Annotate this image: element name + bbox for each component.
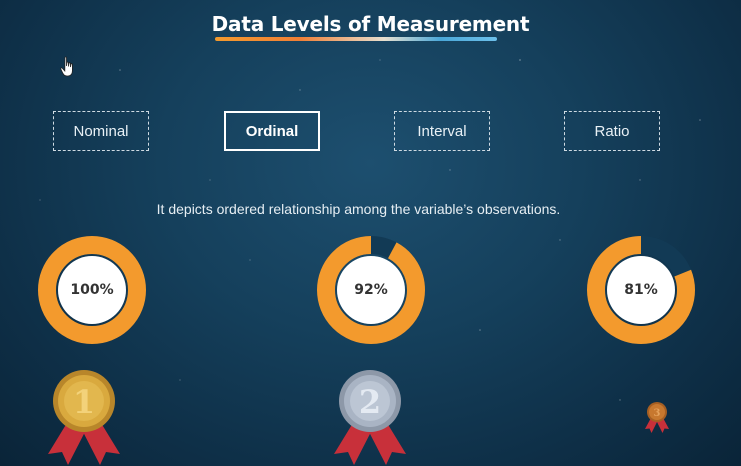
gauge-second: 92% — [317, 236, 425, 344]
hand-cursor-icon — [60, 56, 73, 77]
gauge-ring — [587, 236, 695, 344]
level-description: It depicts ordered relationship among th… — [156, 201, 561, 217]
medal-rank-label: 3 — [654, 408, 661, 419]
title-underline — [215, 37, 497, 41]
gauge-ring — [317, 236, 425, 344]
gauge-ring — [38, 236, 146, 344]
page-title: Data Levels of Measurement — [211, 12, 530, 36]
gauge-first: 100% — [38, 236, 146, 344]
gold-medal-icon: 1 — [48, 370, 120, 465]
gauge-percent-label: 92% — [354, 282, 388, 298]
tab-ratio[interactable]: Ratio — [564, 111, 660, 151]
medal-rank-label: 2 — [359, 383, 381, 421]
tab-interval[interactable]: Interval — [394, 111, 490, 151]
gauge-percent-label: 81% — [624, 282, 658, 298]
bronze-medal-icon: 3 — [645, 402, 669, 433]
medal-rank-label: 1 — [73, 383, 95, 421]
gauge-third: 81% — [587, 236, 695, 344]
tab-ordinal[interactable]: Ordinal — [224, 111, 320, 151]
gauge-percent-label: 100% — [70, 282, 114, 298]
silver-medal-icon: 2 — [334, 370, 406, 465]
tab-nominal[interactable]: Nominal — [53, 111, 149, 151]
